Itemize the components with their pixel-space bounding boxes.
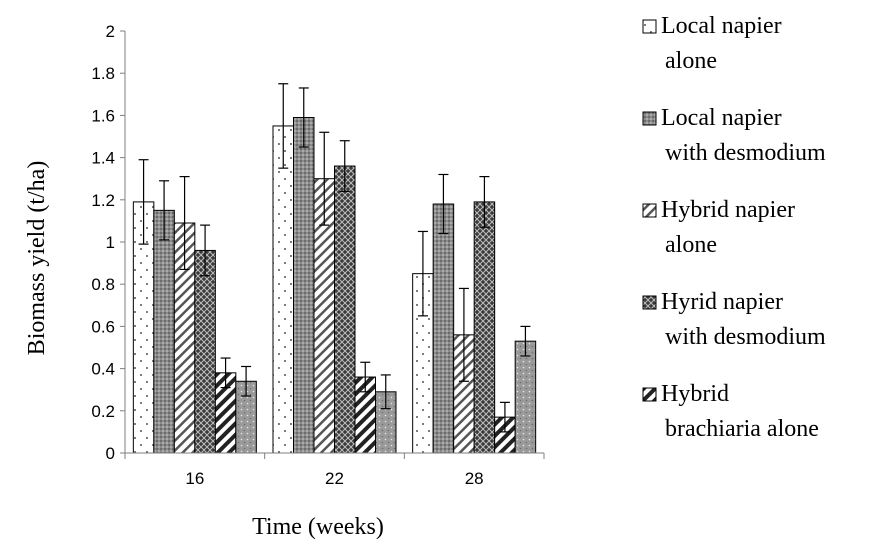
y-tick-label: 0.6 [91,317,115,336]
y-tick-label: 1.2 [91,191,115,210]
legend-swatch [642,19,657,34]
bar [272,125,294,454]
legend-label: Local napier [661,105,782,131]
bar [432,203,455,454]
x-tick-label: 28 [465,469,484,488]
legend-swatch [642,387,657,402]
bar [194,249,216,454]
legend-label: alone [665,48,717,74]
legend-label: alone [665,232,717,258]
y-tick-label: 1 [106,233,115,252]
legend: Local napier alone Local napier with desmod… [642,13,826,442]
x-ticks: 16 22 28 [124,453,545,488]
x-tick-label: 22 [325,469,344,488]
legend-swatch [642,203,657,218]
legend-label: Hyrid napier [661,289,783,315]
legend-label: Hybrid napier [661,197,795,223]
legend-label: Hybrid [661,381,729,407]
x-axis-title: Time (weeks) [252,514,384,540]
legend-label: Local napier [661,13,782,39]
bar [473,201,496,454]
bar [293,117,315,454]
y-tick-label: 0.4 [91,360,115,379]
y-tick-label: 0 [106,444,115,463]
legend-label: with desmodium [665,324,826,350]
bar [514,340,537,454]
y-tick-label: 1.4 [91,149,115,168]
y-tick-label: 0.8 [91,275,115,294]
error-bars-layer [138,83,531,433]
y-tick-label: 2 [106,22,115,41]
y-axis-title: Biomass yield (t/ha) [24,161,50,356]
bar [334,165,356,454]
bars-layer [132,117,537,454]
y-tick-label: 1.8 [91,64,115,83]
legend-label: with desmodium [665,140,826,166]
bar [153,209,175,454]
legend-swatch [642,295,657,310]
x-tick-label: 16 [185,469,204,488]
y-tick-label: 1.6 [91,106,115,125]
y-tick-label: 0.2 [91,402,115,421]
legend-label: brachiaria alone [665,416,819,442]
legend-swatch [642,111,657,126]
y-ticks: 0 0.2 0.4 0.6 0.8 1 1.2 1.4 1.6 1.8 2 [91,22,125,463]
